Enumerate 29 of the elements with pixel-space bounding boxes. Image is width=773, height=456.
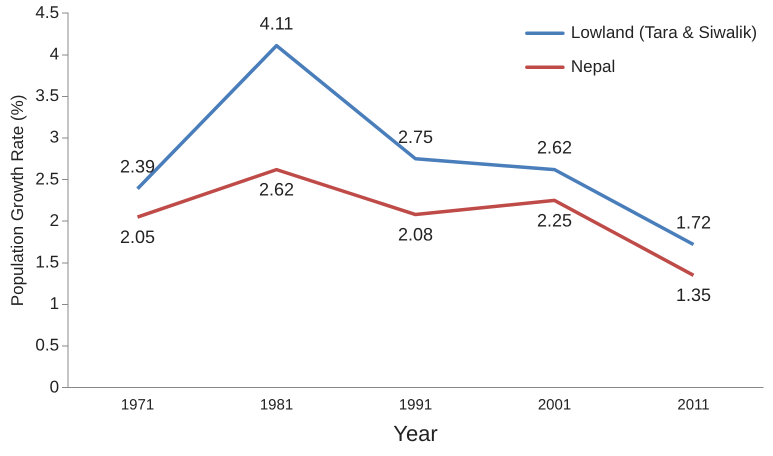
y-tick-label: 0 — [50, 377, 60, 396]
y-tick-label: 1.5 — [35, 252, 60, 272]
x-tick-label: 1991 — [398, 396, 432, 414]
y-tick-label: 4.5 — [35, 2, 60, 22]
legend-label: Nepal — [570, 56, 616, 76]
y-tick-label: 0.5 — [35, 336, 60, 355]
y-axis-title: Population Growth Rate (%) — [8, 94, 27, 306]
x-tick-label: 2011 — [677, 396, 710, 414]
data-label: 2.75 — [398, 126, 434, 147]
x-tick-label: 2001 — [538, 396, 572, 414]
x-tick-label: 1981 — [260, 396, 294, 414]
y-tick-label: 4 — [50, 44, 60, 64]
data-label: 2.62 — [536, 138, 572, 158]
data-label: 1.72 — [676, 212, 712, 232]
y-tick-label: 1 — [50, 294, 60, 314]
data-label: 2.62 — [259, 180, 294, 200]
x-tick-label: 1971 — [120, 396, 154, 414]
legend-label: Lowland (Tara & Siwalik) — [570, 22, 758, 42]
x-axis-title: Year — [393, 420, 438, 446]
data-label: 2.08 — [398, 224, 434, 245]
y-tick-label: 3.5 — [35, 86, 60, 106]
data-label: 2.05 — [120, 227, 156, 248]
y-tick-label: 2 — [50, 210, 60, 230]
data-label: 1.35 — [676, 285, 712, 306]
data-label: 2.25 — [536, 210, 572, 230]
data-label: 4.11 — [260, 14, 294, 34]
y-tick-label: 2.5 — [35, 169, 60, 188]
y-tick-label: 3 — [50, 128, 60, 147]
data-label: 2.39 — [120, 156, 156, 177]
